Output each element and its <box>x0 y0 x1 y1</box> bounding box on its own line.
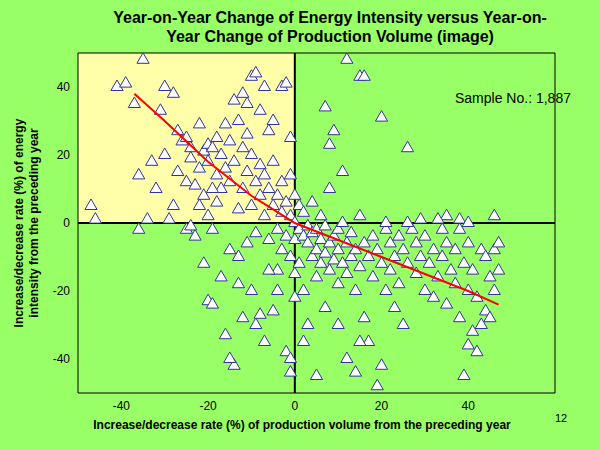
html-text:Year Change of Production Volu: Year Change of Production Volume (image) <box>166 28 494 45</box>
svg-text:Increase/decrease rate (%) of: Increase/decrease rate (%) of energyinte… <box>12 118 41 327</box>
svg-text:-20: -20 <box>199 399 217 413</box>
svg-text:20: 20 <box>375 399 389 413</box>
html-text:Increase/decrease rate (%) of: Increase/decrease rate (%) of production… <box>93 418 511 432</box>
html-text:12: 12 <box>555 412 568 424</box>
svg-text:0: 0 <box>291 399 298 413</box>
svg-text:0: 0 <box>63 216 70 230</box>
svg-text:-20: -20 <box>53 284 71 298</box>
html-text:Sample No.: 1,887: Sample No.: 1,887 <box>455 90 571 106</box>
svg-text:20: 20 <box>57 148 71 162</box>
svg-text:-40: -40 <box>53 352 71 366</box>
svg-text:40: 40 <box>57 80 71 94</box>
svg-text:-40: -40 <box>113 399 131 413</box>
html-text:Year-on-Year Change of Energy: Year-on-Year Change of Energy Intensity … <box>113 9 547 26</box>
svg-text:40: 40 <box>462 399 476 413</box>
